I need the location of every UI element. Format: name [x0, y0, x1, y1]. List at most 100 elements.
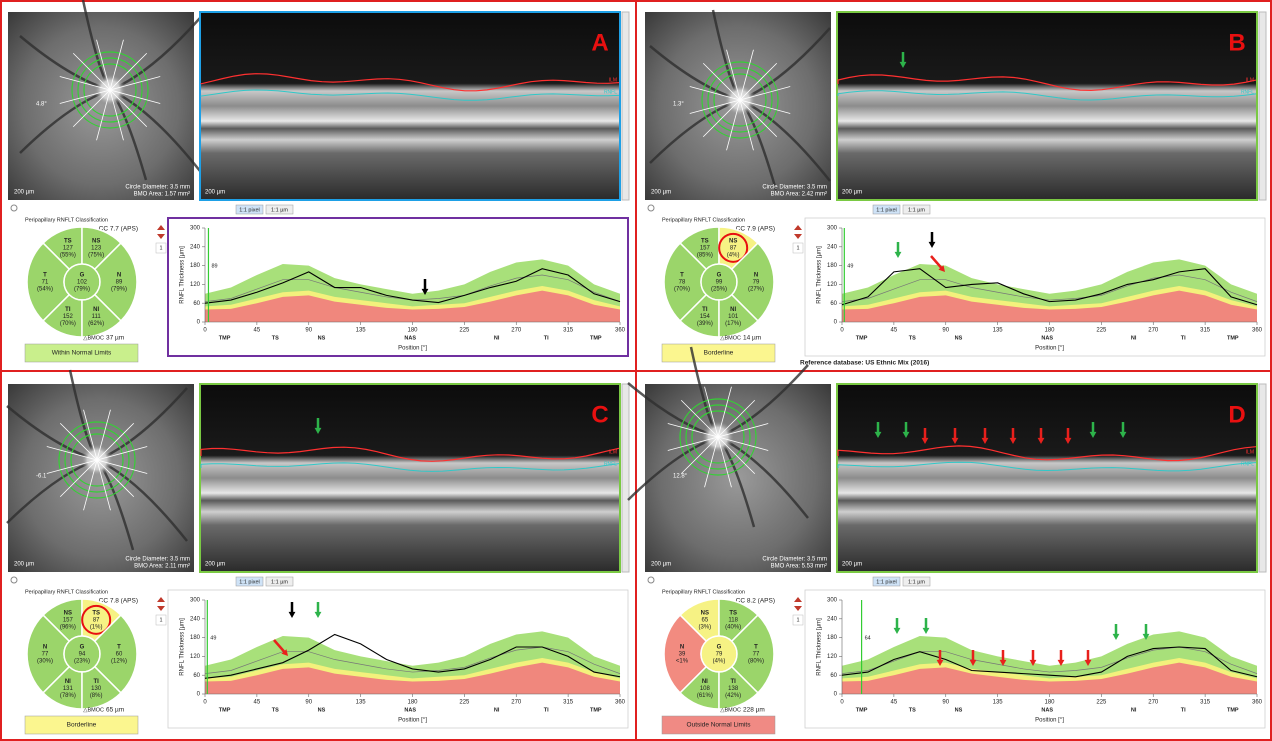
- radio-button: [11, 205, 17, 211]
- sector-value: 87: [730, 245, 737, 251]
- toolbar-label: 1:1 µm: [908, 579, 925, 585]
- sector-percent: (96%): [60, 624, 76, 630]
- x-tick-label: 270: [511, 328, 522, 334]
- x-axis-title: Position [°]: [1035, 718, 1064, 724]
- sector-label: TI: [93, 679, 99, 685]
- sector-label: N: [117, 273, 121, 279]
- sector-value: 101: [728, 314, 739, 320]
- rnfl-label: RNFL: [1241, 89, 1254, 95]
- cursor-label: 49: [210, 635, 216, 641]
- x-tick-label: 270: [1148, 700, 1159, 706]
- sector-percent: (4%): [713, 659, 726, 665]
- sector-label: NS: [64, 610, 72, 616]
- sector-value: 130: [91, 686, 102, 692]
- sector-value: 60: [116, 652, 123, 658]
- x-tick-label: 315: [563, 700, 574, 706]
- radio-button: [648, 577, 654, 583]
- toolbar-label: 1:1 pixel: [876, 207, 897, 213]
- sector-label: G: [80, 273, 85, 279]
- region-label: TMP: [219, 335, 231, 341]
- region-label: TS: [909, 335, 916, 341]
- region-label: TS: [909, 707, 916, 713]
- sector-percent: (12%): [111, 659, 127, 665]
- x-axis-title: Position [°]: [398, 718, 427, 724]
- x-tick-label: 315: [1200, 328, 1211, 334]
- bmo-area: BMO Area: 1.57 mm²: [134, 192, 190, 198]
- ilm-label: ILM: [1246, 77, 1254, 83]
- delta-label: △BMOC: [83, 707, 104, 713]
- sector-percent: (30%): [37, 659, 53, 665]
- cursor-label: 49: [847, 263, 853, 269]
- rnfl-label: RNFL: [1241, 461, 1254, 467]
- sector-percent: (62%): [88, 321, 104, 327]
- y-tick-label: 120: [827, 282, 838, 288]
- region-label: NS: [955, 707, 963, 713]
- x-tick-label: 270: [1148, 328, 1159, 334]
- sector-label: G: [717, 645, 722, 651]
- sector-label: TS: [701, 238, 709, 244]
- sector-percent: (85%): [697, 252, 713, 258]
- classification-result: Borderline: [704, 350, 734, 357]
- sector-label: T: [754, 645, 758, 651]
- cursor-label: 89: [211, 263, 217, 269]
- sector-percent: (75%): [88, 252, 104, 258]
- fundus-angle: 12.8°: [673, 474, 688, 480]
- circle-diameter: Circle Diameter: 3.5 mm: [762, 557, 827, 563]
- sector-label: NI: [65, 679, 71, 685]
- region-label: TS: [272, 335, 279, 341]
- panel: -6.1200 µmCircle Diameter: 3.5 mmBMO Are…: [7, 370, 629, 734]
- y-tick-label: 180: [190, 263, 201, 269]
- sector-percent: (79%): [111, 287, 127, 293]
- oct-scale: 200 µm: [205, 562, 225, 568]
- region-label: NAS: [1041, 707, 1053, 713]
- delta-value: 37 µm: [106, 335, 124, 342]
- y-tick-label: 120: [190, 282, 201, 288]
- fundus-scale: 200 µm: [14, 562, 34, 568]
- x-tick-label: 315: [563, 328, 574, 334]
- x-tick-label: 90: [942, 328, 949, 334]
- classification-title: Peripapillary RNFLT Classification: [662, 217, 745, 223]
- fundus-angle: 4.8°: [36, 102, 47, 108]
- sector-value: 152: [63, 314, 74, 320]
- region-label: NS: [955, 335, 963, 341]
- y-tick-label: 300: [827, 598, 838, 604]
- sector-label: T: [117, 645, 121, 651]
- nav-page-label: 1: [796, 617, 799, 623]
- y-tick-label: 180: [190, 635, 201, 641]
- region-label: TI: [1181, 707, 1186, 713]
- sector-value: 154: [700, 314, 711, 320]
- region-label: NS: [318, 707, 326, 713]
- x-tick-label: 360: [615, 700, 626, 706]
- nav-page-label: 1: [796, 245, 799, 251]
- sector-percent: (17%): [725, 321, 741, 327]
- panel-letter: A: [591, 29, 608, 56]
- ilm-label: ILM: [609, 77, 617, 83]
- sector-value: 127: [63, 245, 74, 251]
- sector-percent: (3%): [699, 624, 712, 630]
- sector-label: T: [680, 273, 684, 279]
- sector-label: G: [717, 273, 722, 279]
- sector-value: 108: [700, 686, 711, 692]
- oct-scan: [200, 12, 620, 200]
- region-label: NS: [318, 335, 326, 341]
- region-label: TI: [544, 335, 549, 341]
- x-tick-label: 360: [1252, 700, 1263, 706]
- x-tick-label: 45: [254, 328, 261, 334]
- radio-button: [648, 205, 654, 211]
- x-tick-label: 135: [993, 700, 1004, 706]
- x-tick-label: 225: [459, 328, 470, 334]
- fundus-scale: 200 µm: [651, 562, 671, 568]
- sector-value: 71: [42, 280, 49, 286]
- nav-page-label: 1: [159, 617, 162, 623]
- circle-diameter: Circle Diameter: 3.5 mm: [762, 185, 827, 191]
- x-tick-label: 225: [1096, 328, 1107, 334]
- classification-title: Peripapillary RNFLT Classification: [25, 217, 108, 223]
- sector-label: TI: [702, 307, 708, 313]
- sector-value: 138: [728, 686, 739, 692]
- sector-value: 99: [716, 280, 723, 286]
- y-tick-label: 180: [827, 263, 838, 269]
- y-axis-title: RNFL Thickness [µm]: [817, 246, 823, 304]
- sector-label: T: [43, 273, 47, 279]
- sector-value: 131: [63, 686, 74, 692]
- bmo-area: BMO Area: 5.53 mm²: [771, 564, 827, 570]
